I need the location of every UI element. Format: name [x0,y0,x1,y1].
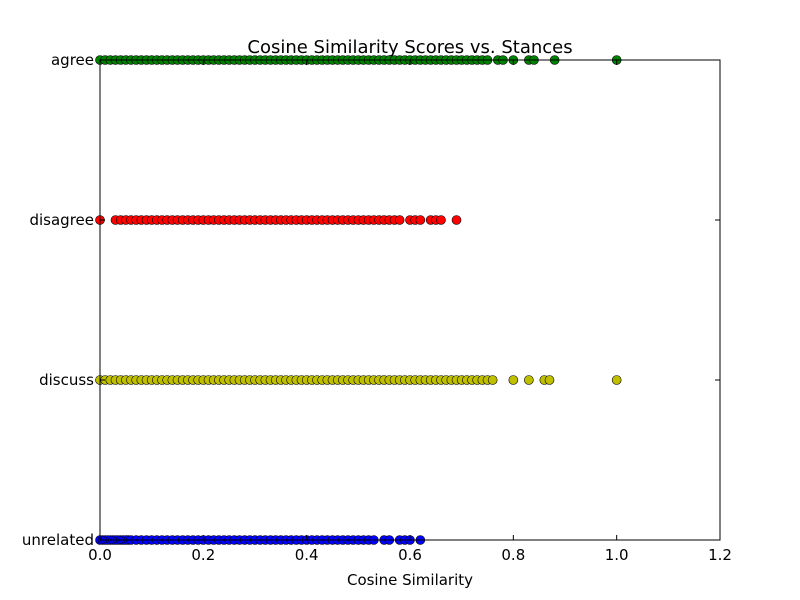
y-tick-label: unrelated [22,531,94,549]
data-point-discuss [611,375,622,385]
data-point-discuss [544,375,555,385]
x-axis-ticks: 0.0 0.2 0.4 0.6 0.8 1.0 1.2 [88,60,732,564]
plot-area-border [99,59,721,541]
x-tick-label: 0.4 [295,546,319,564]
x-tick-label: 0.6 [398,546,422,564]
data-points [95,55,622,545]
x-tick-label: 0.8 [501,546,525,564]
data-point-discuss [508,375,519,385]
y-tick-label: disagree [29,211,94,229]
x-tick-label: 1.0 [605,546,629,564]
x-tick-label: 0.2 [191,546,215,564]
chart-title: Cosine Similarity Scores vs. Stances [247,37,572,58]
data-point-disagree [415,215,426,225]
y-axis-ticks: unrelated discuss disagree agree [22,51,720,549]
x-axis-label: Cosine Similarity [347,571,473,589]
data-point-disagree [451,215,462,225]
x-tick-label: 0.0 [88,546,112,564]
plot-frame [99,59,721,541]
y-tick-label: discuss [39,371,94,389]
data-point-discuss [487,375,498,385]
x-tick-label: 1.2 [708,546,732,564]
y-tick-label: agree [51,51,94,69]
data-point-disagree [436,215,446,225]
data-point-disagree [394,215,405,225]
data-point-discuss [524,375,534,385]
